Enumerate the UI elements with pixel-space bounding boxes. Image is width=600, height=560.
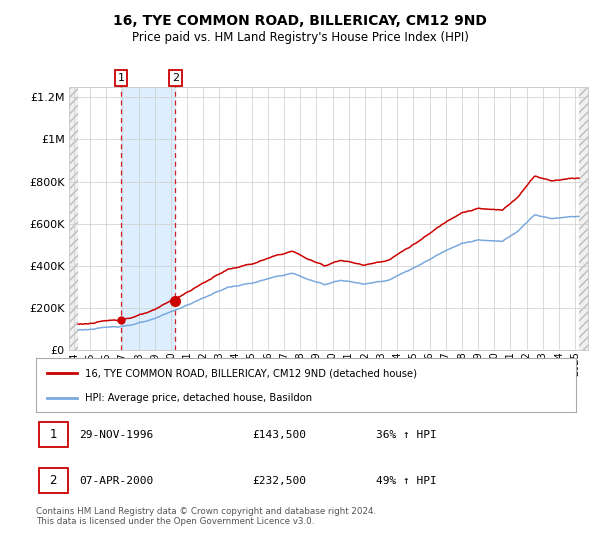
Text: 1: 1 <box>118 73 124 83</box>
Text: 07-APR-2000: 07-APR-2000 <box>79 475 154 486</box>
Text: 16, TYE COMMON ROAD, BILLERICAY, CM12 9ND: 16, TYE COMMON ROAD, BILLERICAY, CM12 9N… <box>113 14 487 28</box>
Text: 1: 1 <box>50 428 57 441</box>
Text: 29-NOV-1996: 29-NOV-1996 <box>79 430 154 440</box>
Text: 2: 2 <box>50 474 57 487</box>
Text: £143,500: £143,500 <box>252 430 306 440</box>
Bar <box>39 468 68 493</box>
Text: Price paid vs. HM Land Registry's House Price Index (HPI): Price paid vs. HM Land Registry's House … <box>131 31 469 44</box>
Bar <box>69 87 78 350</box>
Text: 36% ↑ HPI: 36% ↑ HPI <box>376 430 437 440</box>
Text: HPI: Average price, detached house, Basildon: HPI: Average price, detached house, Basi… <box>85 393 312 403</box>
Text: 16, TYE COMMON ROAD, BILLERICAY, CM12 9ND (detached house): 16, TYE COMMON ROAD, BILLERICAY, CM12 9N… <box>85 368 416 379</box>
Text: 2: 2 <box>172 73 179 83</box>
Text: 49% ↑ HPI: 49% ↑ HPI <box>376 475 437 486</box>
Text: Contains HM Land Registry data © Crown copyright and database right 2024.
This d: Contains HM Land Registry data © Crown c… <box>36 507 376 526</box>
Bar <box>121 87 175 350</box>
Bar <box>39 422 68 447</box>
Bar <box>579 87 588 350</box>
Text: £232,500: £232,500 <box>252 475 306 486</box>
